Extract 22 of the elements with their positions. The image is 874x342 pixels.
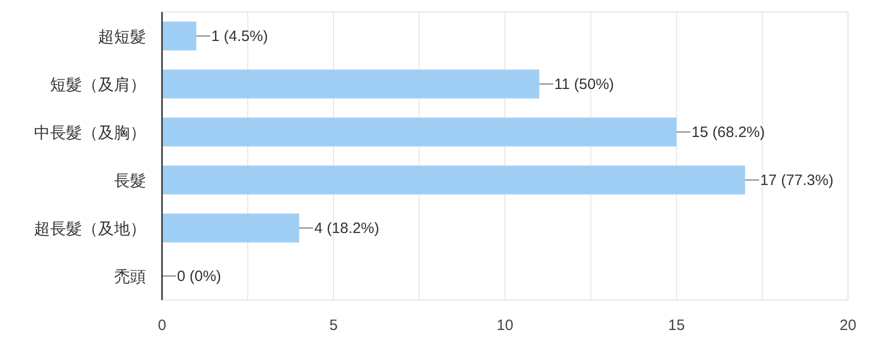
data-label: 4 (18.2%) [314, 220, 380, 237]
y-tick-label: 超長髮（及地） [34, 220, 146, 238]
x-tick-label: 15 [668, 317, 685, 334]
y-tick-label: 長髮 [114, 172, 146, 190]
data-label: 17 (77.3%) [760, 172, 834, 189]
bar [162, 70, 540, 98]
bar [162, 22, 196, 50]
y-tick-label: 中長髮（及胸） [34, 124, 146, 142]
y-tick-label: 超短髮 [98, 28, 146, 46]
x-tick-label: 20 [840, 317, 856, 334]
y-tick-label: 禿頭 [114, 268, 146, 286]
bar [162, 118, 676, 146]
x-tick-label: 10 [496, 317, 514, 334]
bar [162, 214, 300, 242]
data-label: 11 (50%) [554, 76, 614, 93]
data-label: 0 (0%) [177, 268, 222, 285]
x-tick-label: 5 [329, 317, 338, 334]
y-tick-label: 短髮（及肩） [50, 76, 146, 94]
x-tick-label: 0 [158, 317, 166, 334]
data-label: 15 (68.2%) [692, 124, 765, 141]
bar [162, 166, 746, 194]
data-label: 1 (4.5%) [211, 28, 268, 45]
